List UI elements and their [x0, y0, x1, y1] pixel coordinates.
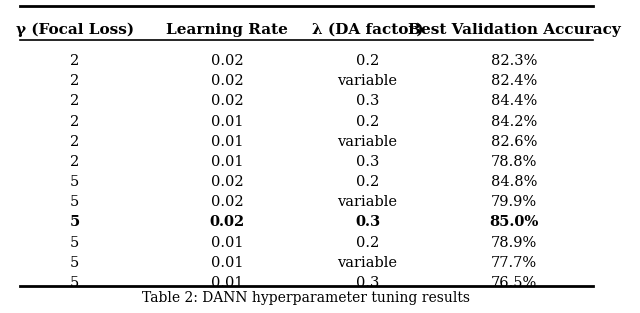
Text: 76.5%: 76.5%	[491, 276, 537, 290]
Text: 82.6%: 82.6%	[491, 135, 537, 149]
Text: 5: 5	[70, 236, 79, 249]
Text: 2: 2	[70, 54, 79, 68]
Text: 0.02: 0.02	[211, 54, 243, 68]
Text: 2: 2	[70, 155, 79, 169]
Text: 0.01: 0.01	[211, 256, 243, 270]
Text: Learning Rate: Learning Rate	[166, 23, 288, 37]
Text: 0.02: 0.02	[211, 175, 243, 189]
Text: Best Validation Accuracy: Best Validation Accuracy	[408, 23, 620, 37]
Text: 0.2: 0.2	[356, 54, 379, 68]
Text: 0.01: 0.01	[211, 135, 243, 149]
Text: λ (DA factor): λ (DA factor)	[312, 23, 423, 37]
Text: 5: 5	[70, 215, 80, 229]
Text: 0.2: 0.2	[356, 236, 379, 249]
Text: 84.2%: 84.2%	[491, 115, 537, 129]
Text: 82.3%: 82.3%	[491, 54, 537, 68]
Text: 84.4%: 84.4%	[491, 95, 537, 109]
Text: 0.3: 0.3	[356, 155, 380, 169]
Text: 2: 2	[70, 74, 79, 88]
Text: 2: 2	[70, 115, 79, 129]
Text: 84.8%: 84.8%	[491, 175, 537, 189]
Text: 0.01: 0.01	[211, 115, 243, 129]
Text: 0.2: 0.2	[356, 175, 379, 189]
Text: 0.3: 0.3	[356, 276, 380, 290]
Text: 0.02: 0.02	[211, 95, 243, 109]
Text: 79.9%: 79.9%	[491, 195, 537, 209]
Text: 5: 5	[70, 175, 79, 189]
Text: 0.01: 0.01	[211, 155, 243, 169]
Text: 0.02: 0.02	[211, 74, 243, 88]
Text: γ (Focal Loss): γ (Focal Loss)	[15, 23, 134, 38]
Text: variable: variable	[337, 135, 397, 149]
Text: 0.02: 0.02	[211, 195, 243, 209]
Text: 0.02: 0.02	[209, 215, 244, 229]
Text: 0.3: 0.3	[355, 215, 380, 229]
Text: 78.8%: 78.8%	[491, 155, 537, 169]
Text: variable: variable	[337, 74, 397, 88]
Text: 5: 5	[70, 276, 79, 290]
Text: 78.9%: 78.9%	[491, 236, 537, 249]
Text: 82.4%: 82.4%	[491, 74, 537, 88]
Text: 5: 5	[70, 256, 79, 270]
Text: 5: 5	[70, 195, 79, 209]
Text: 0.2: 0.2	[356, 115, 379, 129]
Text: Table 2: DANN hyperparameter tuning results: Table 2: DANN hyperparameter tuning resu…	[143, 291, 470, 305]
Text: 2: 2	[70, 95, 79, 109]
Text: 0.01: 0.01	[211, 236, 243, 249]
Text: 85.0%: 85.0%	[489, 215, 539, 229]
Text: variable: variable	[337, 256, 397, 270]
Text: 2: 2	[70, 135, 79, 149]
Text: 77.7%: 77.7%	[491, 256, 537, 270]
Text: 0.01: 0.01	[211, 276, 243, 290]
Text: 0.3: 0.3	[356, 95, 380, 109]
Text: variable: variable	[337, 195, 397, 209]
